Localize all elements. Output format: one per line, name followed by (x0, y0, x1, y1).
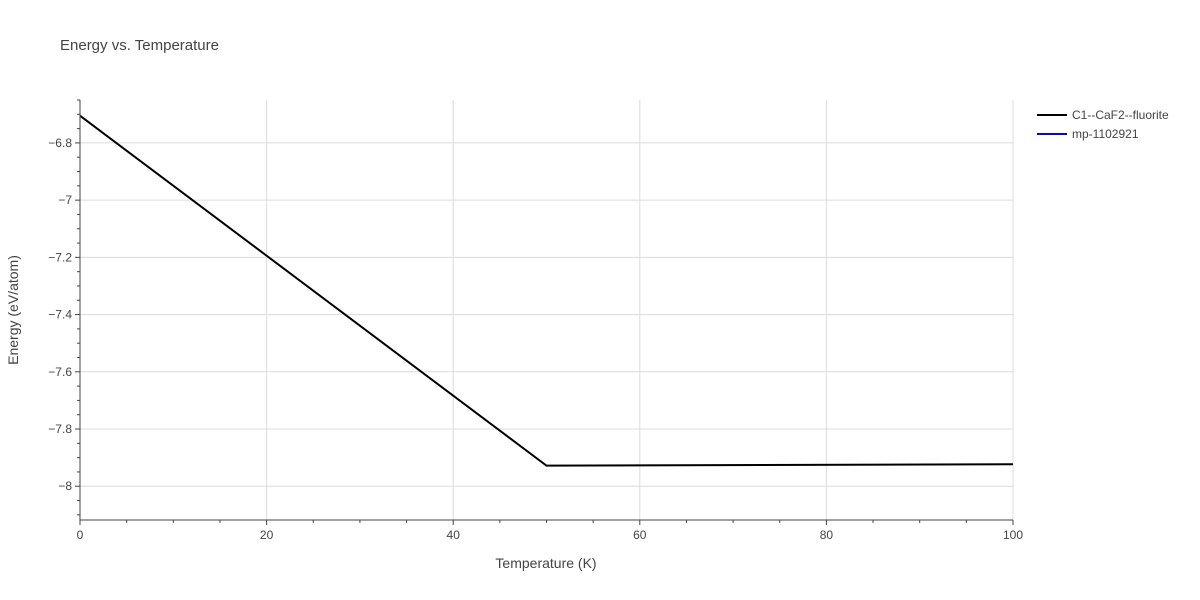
y-tick-label: −8 (58, 479, 72, 493)
y-axis-title: Energy (eV/atom) (5, 255, 21, 365)
legend-item-1[interactable]: mp-1102921 (1037, 127, 1139, 141)
axes: 0 20 40 60 80 100 −8 −7.8 −7.6 −7.4 −7.2 −7 −6.8 (48, 99, 1023, 542)
y-tick-label: −7.2 (48, 250, 72, 264)
y-tick-label: −7.6 (48, 365, 72, 379)
x-tick-label: 20 (260, 528, 274, 542)
x-tick-label: 100 (1003, 528, 1023, 542)
chart-title: Energy vs. Temperature (60, 37, 219, 54)
x-tick-label: 40 (447, 528, 461, 542)
y-tick-label: −7.4 (48, 308, 72, 322)
grid (80, 100, 1014, 520)
y-tick-label: −7 (58, 193, 72, 207)
series-line-0 (79, 114, 1014, 467)
legend-label: C1--CaF2--fluorite (1072, 108, 1169, 122)
series-layer (79, 114, 1014, 467)
x-tick-label: 80 (820, 528, 834, 542)
x-tick-label: 60 (633, 528, 647, 542)
legend[interactable]: C1--CaF2--fluorite mp-1102921 (1037, 108, 1169, 141)
legend-label: mp-1102921 (1072, 127, 1139, 141)
y-tick-label: −6.8 (48, 136, 72, 150)
y-tick-label: −7.8 (48, 422, 72, 436)
legend-item-0[interactable]: C1--CaF2--fluorite (1037, 108, 1169, 122)
x-axis-title: Temperature (K) (495, 555, 596, 571)
x-tick-label: 0 (77, 528, 84, 542)
